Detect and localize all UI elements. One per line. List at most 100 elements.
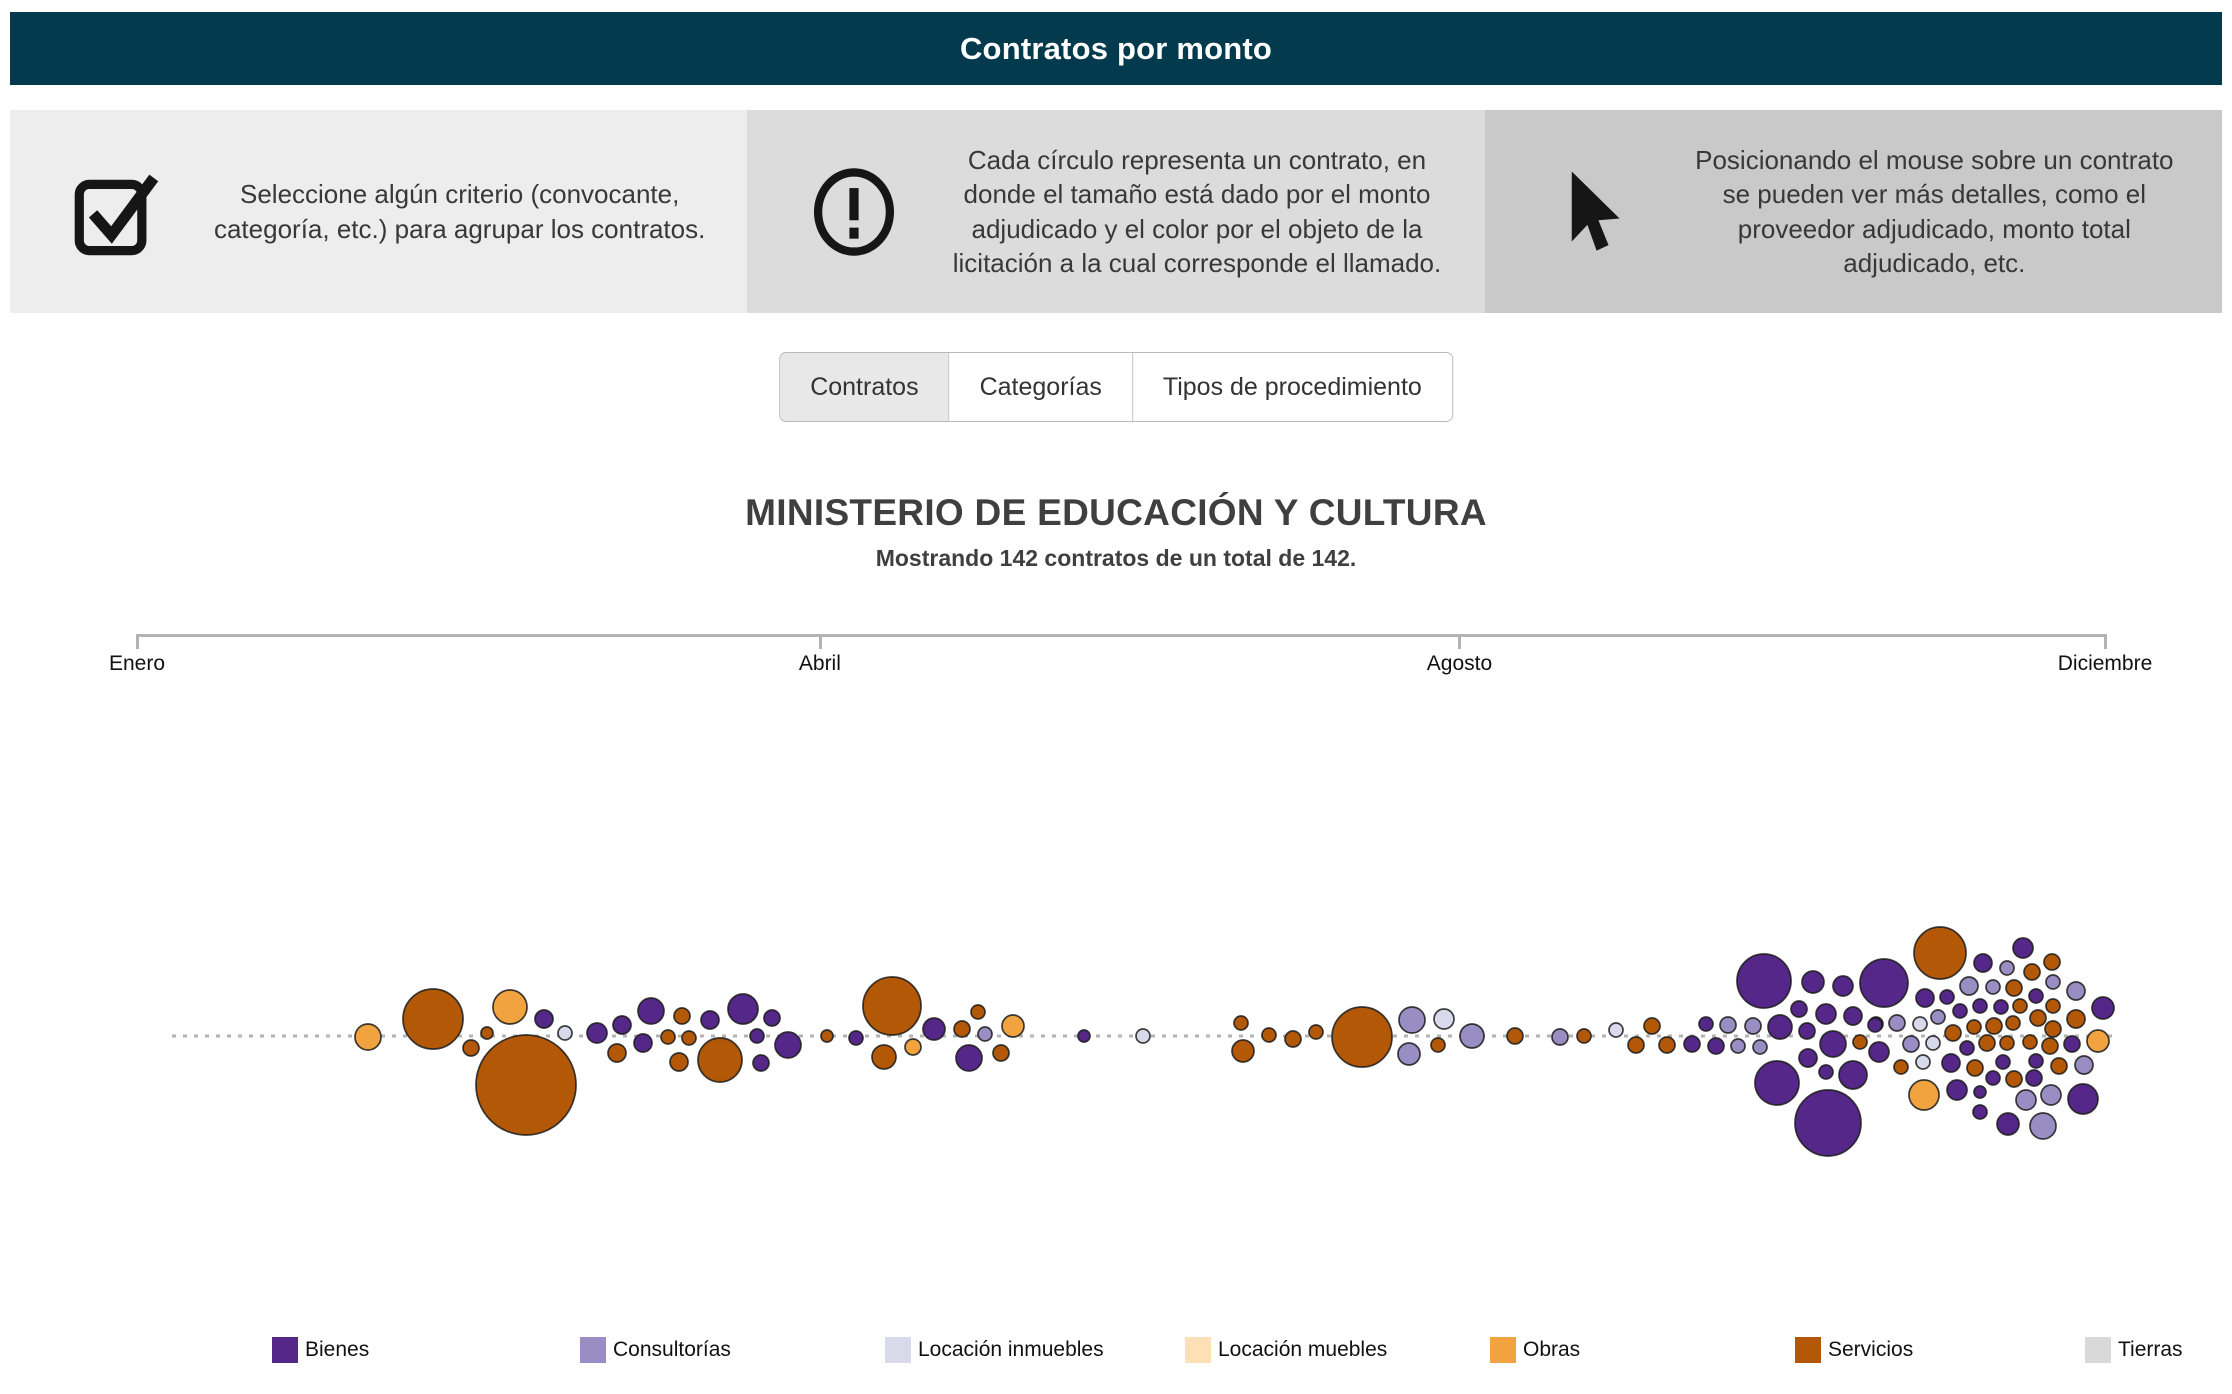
contract-bubble[interactable]: [2028, 988, 2044, 1004]
contract-bubble[interactable]: [1930, 1009, 1946, 1025]
contract-bubble[interactable]: [2045, 998, 2061, 1014]
contract-bubble[interactable]: [1959, 1040, 1975, 1056]
contract-bubble[interactable]: [1627, 1036, 1645, 1054]
contract-bubble[interactable]: [2066, 1009, 2086, 1029]
contract-bubble[interactable]: [2044, 1020, 2062, 1038]
contract-bubble[interactable]: [2022, 1034, 2038, 1050]
contract-bubble[interactable]: [1925, 1035, 1941, 1051]
contract-bubble[interactable]: [1719, 1016, 1737, 1034]
contract-bubble[interactable]: [1912, 1016, 1928, 1032]
contract-bubble[interactable]: [2066, 981, 2086, 1001]
contract-bubble[interactable]: [1683, 1035, 1701, 1053]
contract-bubble[interactable]: [1608, 1022, 1624, 1038]
contract-bubble[interactable]: [1908, 1079, 1940, 1111]
contract-bubble[interactable]: [1551, 1028, 1569, 1046]
contract-bubble[interactable]: [1698, 1016, 1714, 1032]
contract-bubble[interactable]: [1913, 926, 1967, 980]
contract-bubble[interactable]: [2029, 1009, 2047, 1027]
contract-bubble[interactable]: [607, 1043, 627, 1063]
contract-bubble[interactable]: [1995, 1054, 2011, 1070]
contract-bubble[interactable]: [1818, 1064, 1834, 1080]
contract-bubble[interactable]: [557, 1025, 573, 1041]
contract-bubble[interactable]: [534, 1009, 554, 1029]
contract-bubble[interactable]: [871, 1044, 897, 1070]
contract-bubble[interactable]: [1506, 1027, 1524, 1045]
contract-bubble[interactable]: [2050, 1057, 2068, 1075]
contract-bubble[interactable]: [1985, 1017, 2003, 1035]
contract-bubble[interactable]: [953, 1020, 971, 1038]
contract-bubble[interactable]: [1430, 1037, 1446, 1053]
contract-bubble[interactable]: [637, 997, 665, 1025]
contract-bubble[interactable]: [1973, 953, 1993, 973]
contract-bubble[interactable]: [2041, 1037, 2059, 1055]
contract-bubble[interactable]: [673, 1007, 691, 1025]
contract-bubble[interactable]: [955, 1044, 983, 1072]
contract-bubble[interactable]: [1261, 1027, 1277, 1043]
contract-bubble[interactable]: [1966, 1019, 1982, 1035]
contract-bubble[interactable]: [1801, 970, 1825, 994]
contract-bubble[interactable]: [2086, 1029, 2110, 1053]
contract-bubble[interactable]: [612, 1015, 632, 1035]
contract-bubble[interactable]: [1752, 1039, 1768, 1055]
contract-bubble[interactable]: [669, 1052, 689, 1072]
contract-bubble[interactable]: [1893, 1059, 1909, 1075]
contract-bubble[interactable]: [1993, 999, 2009, 1015]
contract-bubble[interactable]: [1398, 1006, 1426, 1034]
contract-bubble[interactable]: [1331, 1006, 1393, 1068]
contract-bubble[interactable]: [992, 1044, 1010, 1062]
contract-bubble[interactable]: [1754, 1060, 1800, 1106]
contract-bubble[interactable]: [848, 1030, 864, 1046]
contract-bubble[interactable]: [774, 1031, 802, 1059]
contract-bubble[interactable]: [2063, 1035, 2081, 1053]
contract-bubble[interactable]: [2074, 1055, 2094, 1075]
contract-bubble[interactable]: [633, 1033, 653, 1053]
contract-bubble[interactable]: [1819, 1030, 1847, 1058]
contract-bubble[interactable]: [1001, 1014, 1025, 1038]
contract-bubble[interactable]: [2015, 1089, 2037, 1111]
contract-bubble[interactable]: [1643, 1017, 1661, 1035]
contract-bubble[interactable]: [480, 1026, 494, 1040]
contract-bubble[interactable]: [2028, 1053, 2044, 1069]
contract-bubble[interactable]: [492, 989, 528, 1025]
contract-bubble[interactable]: [2091, 996, 2115, 1020]
contract-bubble[interactable]: [862, 976, 922, 1036]
contract-bubble[interactable]: [1939, 989, 1955, 1005]
contract-bubble[interactable]: [1946, 1079, 1968, 1101]
contract-bubble[interactable]: [1852, 1034, 1868, 1050]
contract-bubble[interactable]: [820, 1029, 834, 1043]
contract-bubble[interactable]: [1233, 1015, 1249, 1031]
contract-bubble[interactable]: [1843, 1006, 1863, 1026]
contract-bubble[interactable]: [1999, 1035, 2015, 1051]
contract-bubble[interactable]: [2012, 937, 2034, 959]
contract-bubble[interactable]: [1902, 1035, 1920, 1053]
contract-bubble[interactable]: [1744, 1017, 1762, 1035]
contract-bubble[interactable]: [475, 1034, 577, 1136]
contract-bubble[interactable]: [2040, 1084, 2062, 1106]
contract-bubble[interactable]: [1707, 1037, 1725, 1055]
contract-bubble[interactable]: [1966, 1059, 1984, 1077]
tab-categorias[interactable]: Categorías: [948, 353, 1132, 421]
contract-bubble[interactable]: [1999, 960, 2015, 976]
contract-bubble[interactable]: [1459, 1023, 1485, 1049]
contract-bubble[interactable]: [1838, 1060, 1868, 1090]
contract-bubble[interactable]: [462, 1039, 480, 1057]
contract-bubble[interactable]: [1996, 1112, 2020, 1136]
contract-bubble[interactable]: [1972, 1104, 1988, 1120]
contract-bubble[interactable]: [700, 1010, 720, 1030]
contract-bubble[interactable]: [922, 1017, 946, 1041]
contract-bubble[interactable]: [1972, 998, 1988, 1014]
contract-bubble[interactable]: [1308, 1024, 1324, 1040]
contract-bubble[interactable]: [1798, 1022, 1816, 1040]
contract-bubble[interactable]: [681, 1030, 697, 1046]
contract-bubble[interactable]: [1736, 953, 1792, 1009]
contract-bubble[interactable]: [1915, 1054, 1931, 1070]
contract-bubble[interactable]: [2029, 1112, 2057, 1140]
contract-bubble[interactable]: [1815, 1003, 1837, 1025]
contract-bubble[interactable]: [1941, 1053, 1961, 1073]
contract-bubble[interactable]: [1952, 1003, 1968, 1019]
contract-bubble[interactable]: [354, 1023, 382, 1051]
contract-bubble[interactable]: [1985, 979, 2001, 995]
contract-bubble[interactable]: [763, 1009, 781, 1027]
contract-bubble[interactable]: [1915, 988, 1935, 1008]
contract-bubble[interactable]: [904, 1038, 922, 1056]
